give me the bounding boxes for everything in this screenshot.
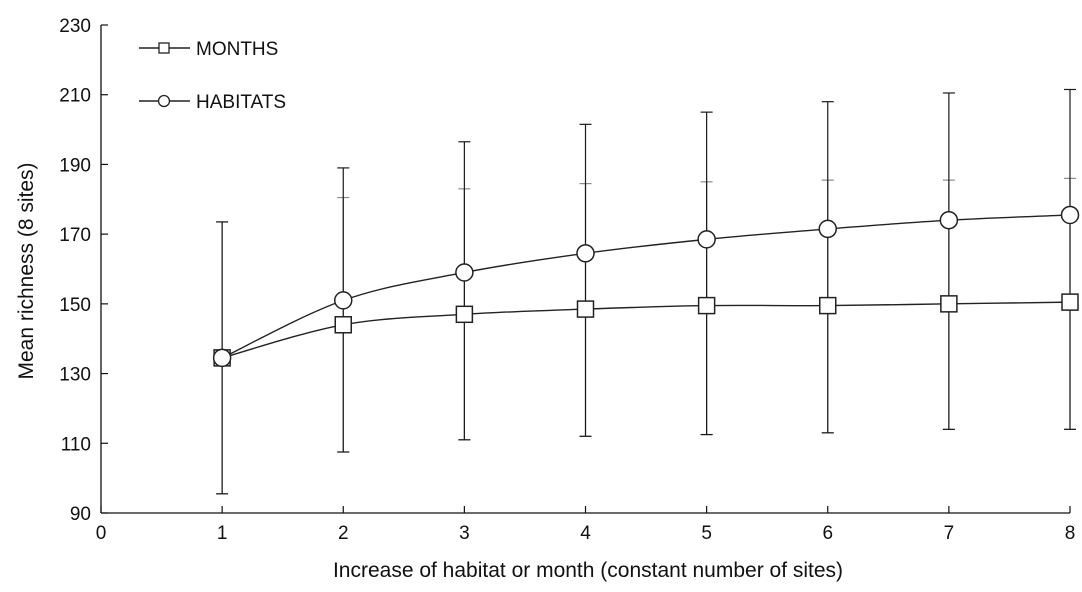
months-square-marker	[576, 300, 595, 318]
habitats-circle-marker	[697, 230, 716, 249]
y-tick-label: 190	[59, 155, 91, 176]
habitats-circle-marker	[818, 219, 837, 239]
habitats-series-line	[221, 214, 1071, 359]
y-tick-label: 150	[59, 295, 91, 316]
habitats-circle-marker	[939, 210, 959, 230]
legend-label-months: MONTHS	[196, 39, 278, 60]
x-tick-label: 0	[96, 523, 107, 544]
months-square-marker	[819, 296, 837, 315]
months-square-marker	[697, 296, 716, 315]
legend: MONTHS HABITATS	[139, 39, 286, 113]
x-tick-label: 4	[580, 523, 591, 544]
x-axis-title: Increase of habitat or month (constant n…	[333, 559, 843, 582]
habitats-circle-marker	[455, 263, 474, 282]
y-tick-label: 170	[59, 225, 91, 246]
months-square-marker	[455, 305, 474, 324]
legend-item-habitats: HABITATS	[139, 92, 286, 113]
y-tick-label: 210	[59, 86, 91, 107]
habitats-error-bar	[821, 101, 834, 434]
x-tick-label: 5	[701, 523, 712, 544]
habitats-error-bar	[579, 123, 592, 437]
habitats-circle-marker	[1060, 205, 1080, 225]
axes: 0 1 2 3 4 5 6 7 8 90 110 130 150 170 190 210 230	[59, 16, 1075, 544]
months-square-marker	[1061, 293, 1079, 311]
x-tick-label: 3	[459, 523, 470, 544]
x-tick-label: 1	[217, 523, 228, 544]
legend-item-months: MONTHS	[139, 39, 278, 60]
legend-circle-marker	[157, 94, 171, 108]
y-tick-label: 110	[61, 434, 91, 455]
habitats-error-bar	[458, 141, 471, 441]
habitats-circle-marker	[212, 348, 232, 368]
y-tick-label: 90	[70, 504, 91, 525]
habitats-error-bar	[942, 92, 955, 430]
x-tick-label: 7	[944, 523, 955, 544]
habitats-circle-marker	[576, 244, 595, 263]
months-square-marker	[334, 316, 352, 334]
habitats-error-bar	[1064, 88, 1076, 430]
x-tick-label: 2	[338, 523, 349, 544]
y-tick-label: 130	[59, 365, 91, 386]
habitats-error-bar	[700, 111, 713, 436]
habitats-circle-marker	[334, 291, 353, 310]
months-series-line	[221, 301, 1071, 359]
y-tick-label: 230	[59, 16, 91, 37]
legend-square-marker	[158, 42, 170, 54]
series-markers	[212, 205, 1080, 368]
y-axis-title: Mean richness (8 sites)	[15, 162, 38, 379]
habitats-error-bar	[337, 167, 350, 453]
series-lines	[221, 214, 1071, 359]
months-square-marker	[940, 295, 958, 313]
legend-label-habitats: HABITATS	[196, 92, 286, 113]
x-tick-label: 8	[1065, 523, 1076, 544]
x-tick-label: 6	[822, 523, 833, 544]
